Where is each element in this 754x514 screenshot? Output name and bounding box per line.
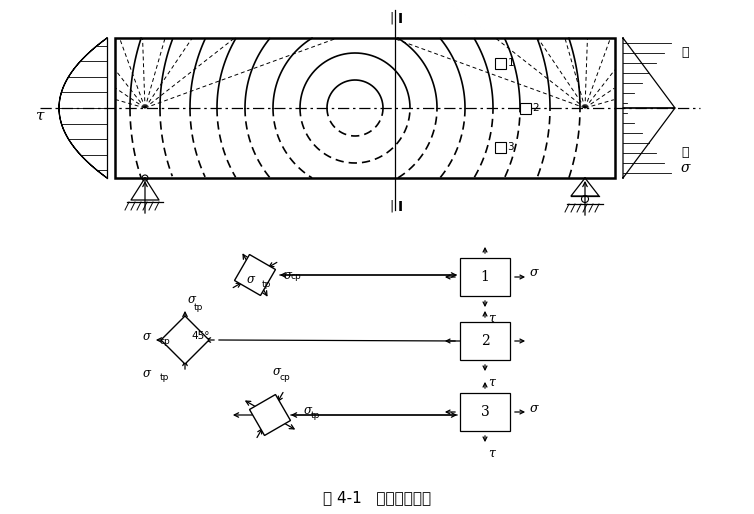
Text: τ: τ bbox=[35, 109, 44, 123]
Text: τ: τ bbox=[488, 376, 495, 389]
Text: |: | bbox=[390, 12, 394, 25]
Text: σ: σ bbox=[143, 367, 151, 380]
Bar bbox=[495, 58, 505, 69]
Text: σ: σ bbox=[188, 293, 196, 306]
Bar bbox=[460, 258, 510, 296]
Text: τ: τ bbox=[488, 312, 495, 325]
Text: σ: σ bbox=[143, 329, 151, 342]
Polygon shape bbox=[59, 38, 107, 178]
Bar bbox=[460, 393, 510, 431]
Polygon shape bbox=[250, 395, 290, 435]
Bar bbox=[115, 38, 615, 178]
Text: |: | bbox=[390, 200, 394, 213]
Text: 45°: 45° bbox=[191, 331, 210, 341]
Text: I: I bbox=[398, 200, 403, 214]
Text: tp: tp bbox=[194, 303, 204, 312]
Text: I: I bbox=[398, 12, 403, 26]
Bar bbox=[460, 322, 510, 360]
Text: cp: cp bbox=[290, 272, 301, 281]
Text: τ: τ bbox=[488, 447, 495, 460]
Text: 3: 3 bbox=[507, 142, 514, 152]
Text: 2: 2 bbox=[532, 103, 539, 113]
Text: σ: σ bbox=[284, 269, 291, 282]
Text: tp: tp bbox=[311, 412, 320, 420]
Text: 压: 压 bbox=[681, 46, 688, 59]
Text: σ: σ bbox=[247, 273, 255, 286]
Text: tp: tp bbox=[262, 280, 271, 289]
Text: tp: tp bbox=[160, 373, 170, 382]
Text: σ: σ bbox=[530, 266, 538, 280]
Text: cp: cp bbox=[160, 338, 170, 346]
Text: 2: 2 bbox=[480, 334, 489, 348]
Text: 1: 1 bbox=[507, 58, 514, 68]
Text: σ: σ bbox=[681, 161, 691, 175]
Polygon shape bbox=[161, 316, 209, 364]
Polygon shape bbox=[623, 38, 675, 108]
Polygon shape bbox=[234, 254, 275, 296]
Text: σ: σ bbox=[273, 365, 281, 378]
Text: 3: 3 bbox=[480, 405, 489, 419]
Text: σ: σ bbox=[304, 405, 312, 417]
Bar bbox=[520, 102, 531, 114]
Text: cp: cp bbox=[279, 373, 290, 382]
Text: 图 4-1   主应力轨迹线: 图 4-1 主应力轨迹线 bbox=[323, 490, 431, 505]
Text: σ: σ bbox=[530, 401, 538, 414]
Text: 1: 1 bbox=[480, 270, 489, 284]
Bar bbox=[495, 142, 505, 153]
Polygon shape bbox=[623, 108, 675, 178]
Text: 拉: 拉 bbox=[681, 146, 688, 159]
